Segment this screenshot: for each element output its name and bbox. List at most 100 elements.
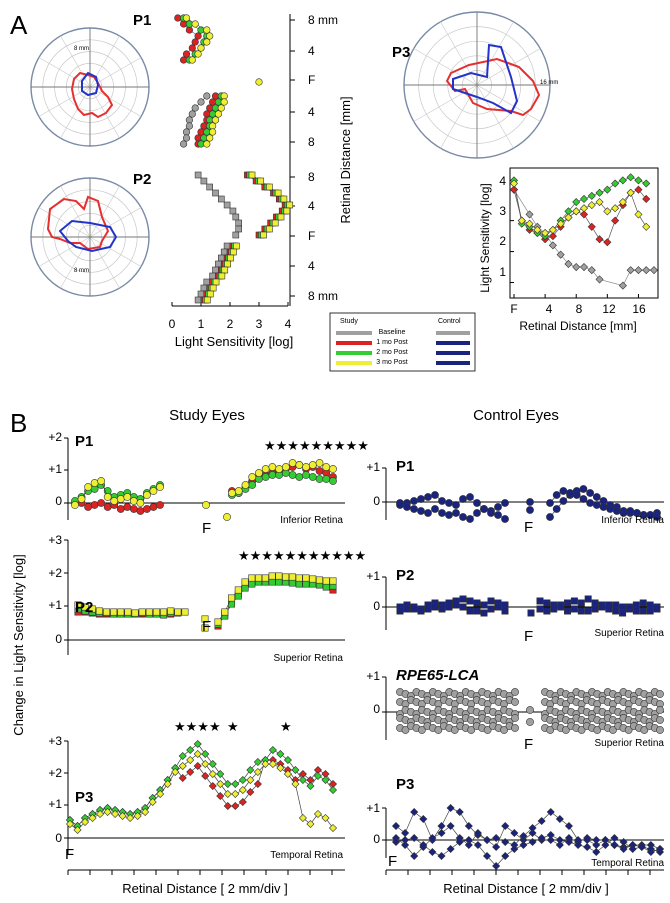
b-c2-b-point xyxy=(445,603,453,611)
b-p3-mo2-point xyxy=(178,751,187,761)
b-p3-mo3-point xyxy=(186,755,195,765)
b-p1-mo2b-point xyxy=(268,471,277,479)
vert-p1b-point-mo3 xyxy=(220,92,228,100)
p3-ytick-1: 1 xyxy=(499,265,506,279)
vert-ylabel: Retinal Distance [mm] xyxy=(338,96,353,223)
b-c1-b-point xyxy=(487,509,495,517)
vert-p1-point-mo3 xyxy=(188,56,196,64)
patient-label-p2: P2 xyxy=(133,171,151,188)
p3-point-2-mo-post xyxy=(618,176,627,185)
b-c4-b-point xyxy=(446,821,455,831)
vert-p1-point-mo1 xyxy=(185,26,193,34)
b-c1-fovea-point xyxy=(526,498,534,506)
b-p2-mo2b-point xyxy=(241,584,249,592)
b-c4-b-point xyxy=(592,840,601,850)
p3-point-3-mo-post xyxy=(603,207,612,216)
vert-p2-point-mo3 xyxy=(283,207,291,215)
b-p2-mo2b-point xyxy=(268,578,276,586)
b-c4-c-point xyxy=(601,840,610,850)
b-p3-tick-2: +2 xyxy=(48,766,62,780)
vert-p1-point-mo3 xyxy=(203,26,211,34)
b-c3-tick-1: +1 xyxy=(366,669,380,683)
b-c4-c-point xyxy=(610,833,619,843)
vert-tick-6: 4 xyxy=(308,199,315,213)
vert-xtick-4: 4 xyxy=(285,317,292,331)
vert-tick-0: 8 mm xyxy=(308,13,338,27)
b-p1-mo3-point xyxy=(90,479,99,487)
legend-control: Control xyxy=(438,318,461,325)
b-c1-c-point xyxy=(592,493,601,501)
vert-p1-point-mo1 xyxy=(188,44,196,52)
b-p3-mo1-point xyxy=(246,787,255,797)
b-p2-mo2b-point xyxy=(248,580,256,588)
b-c4-c-point xyxy=(592,847,601,857)
vert-p1b-point-mo3 xyxy=(209,128,217,136)
vert-p1b-point-mo3 xyxy=(203,140,211,148)
b-p1-mo2b-point xyxy=(288,471,297,479)
b-p2-mo3-point xyxy=(167,607,175,615)
b-p2-mo3-point xyxy=(124,608,132,616)
b-p3-mo3-point xyxy=(306,819,315,829)
p3-xtick-f: F xyxy=(510,302,517,316)
b-p3-mo1-point xyxy=(253,779,262,789)
b-c4-c-point xyxy=(419,840,428,850)
vert-p1b-point-mo3 xyxy=(217,104,225,112)
control-eyes-title: Control Eyes xyxy=(473,407,559,424)
vert-p1-fovea-point xyxy=(255,78,263,86)
b-p1-mo3b-point xyxy=(241,481,250,489)
p3-point-2-mo-post xyxy=(642,179,651,188)
b-c4-b-point xyxy=(464,840,473,850)
vertical-profile-chart xyxy=(171,14,295,307)
vert-xtick-0: 0 xyxy=(169,317,176,331)
vert-p1-point-mo3 xyxy=(191,20,199,28)
b-c4-b-point xyxy=(519,831,528,841)
b-p1-mo3b-point xyxy=(315,459,324,467)
b-p1-tick-1: +1 xyxy=(48,462,62,476)
b-c4-b-point xyxy=(610,840,619,850)
b-c2-d-point xyxy=(550,605,558,613)
b-p3-tick-1: +1 xyxy=(48,797,62,811)
b-c4-b-point xyxy=(528,823,537,833)
polar-p3-spoke xyxy=(476,21,514,86)
b-p2-mo3b-point xyxy=(268,572,276,580)
b-p1-mo1-point xyxy=(90,501,99,509)
b-p2-label: P2 xyxy=(75,599,93,616)
b-p3-mo2-point xyxy=(313,771,322,781)
polar-scale-p1: 8 mm xyxy=(74,46,89,52)
b-p1-mo3-point xyxy=(116,495,125,503)
panel-b-label: B xyxy=(10,408,27,438)
b-c3-tick-0: 0 xyxy=(373,702,380,716)
p3-point-3-mo-post xyxy=(595,198,604,207)
polar-plot-p2 xyxy=(30,177,150,297)
vert-p2b-point-base xyxy=(215,260,222,268)
b-c1-a-point xyxy=(410,497,418,505)
b-p3-mo2-point xyxy=(246,765,255,775)
b-c1-a-point xyxy=(501,499,509,507)
b-ctrl-p1-label: P1 xyxy=(396,458,414,475)
b-c2-c-point xyxy=(536,597,544,605)
b-p2-mo3-point xyxy=(88,605,96,613)
b-c1-b-point xyxy=(480,505,488,513)
b-p3-mo2-point xyxy=(193,739,202,749)
polar-p2-spoke xyxy=(60,236,91,289)
legend-study: Study xyxy=(340,318,358,325)
b-ctrl-lca-label: RPE65-LCA xyxy=(396,667,479,684)
p3-point-3-mo-post xyxy=(587,201,596,210)
b-c3-row4b-point xyxy=(577,726,586,734)
p3-point-3-mo-post xyxy=(509,179,519,188)
vert-p2-point-base xyxy=(232,213,240,221)
b-p2-stars: ★★★★★★★★★★★ xyxy=(238,548,366,563)
p3-point-baseline xyxy=(564,259,573,268)
p3-point-baseline xyxy=(587,266,596,275)
vert-p2-point-mo3 xyxy=(271,219,279,227)
b-p3-mo3-point xyxy=(321,813,330,823)
b-p3-mo2-point xyxy=(186,745,195,755)
b-p3-tick-3: +3 xyxy=(48,734,62,748)
b-p3-mo3-point xyxy=(231,789,240,799)
b-p3-mo3-point xyxy=(111,809,120,819)
b-p3-mo1-point xyxy=(193,761,202,771)
b-p1-mo3b-point xyxy=(248,473,257,481)
b-c4-c-point xyxy=(628,844,637,854)
p3-point-1-mo-post xyxy=(634,185,643,194)
b-p3-mo3-point xyxy=(261,759,270,769)
